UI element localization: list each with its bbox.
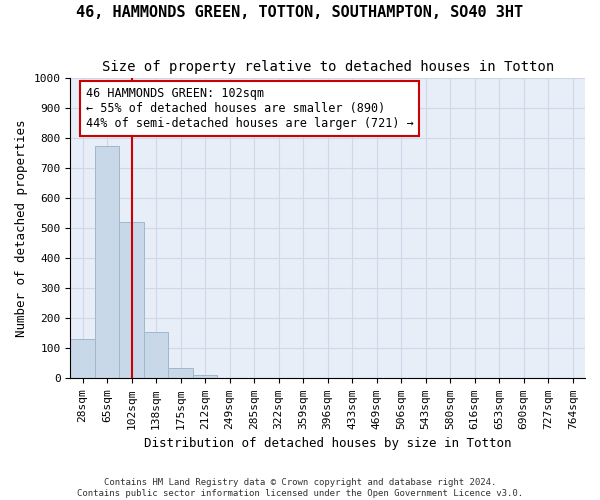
- Bar: [169, 368, 193, 378]
- Text: Contains HM Land Registry data © Crown copyright and database right 2024.
Contai: Contains HM Land Registry data © Crown c…: [77, 478, 523, 498]
- Text: 46 HAMMONDS GREEN: 102sqm
← 55% of detached houses are smaller (890)
44% of semi: 46 HAMMONDS GREEN: 102sqm ← 55% of detac…: [86, 87, 413, 130]
- X-axis label: Distribution of detached houses by size in Totton: Distribution of detached houses by size …: [144, 437, 511, 450]
- Bar: [70, 340, 95, 378]
- Bar: [119, 222, 144, 378]
- Bar: [95, 146, 119, 378]
- Bar: [144, 332, 169, 378]
- Title: Size of property relative to detached houses in Totton: Size of property relative to detached ho…: [101, 60, 554, 74]
- Y-axis label: Number of detached properties: Number of detached properties: [15, 120, 28, 337]
- Bar: [193, 376, 217, 378]
- Text: 46, HAMMONDS GREEN, TOTTON, SOUTHAMPTON, SO40 3HT: 46, HAMMONDS GREEN, TOTTON, SOUTHAMPTON,…: [76, 5, 524, 20]
